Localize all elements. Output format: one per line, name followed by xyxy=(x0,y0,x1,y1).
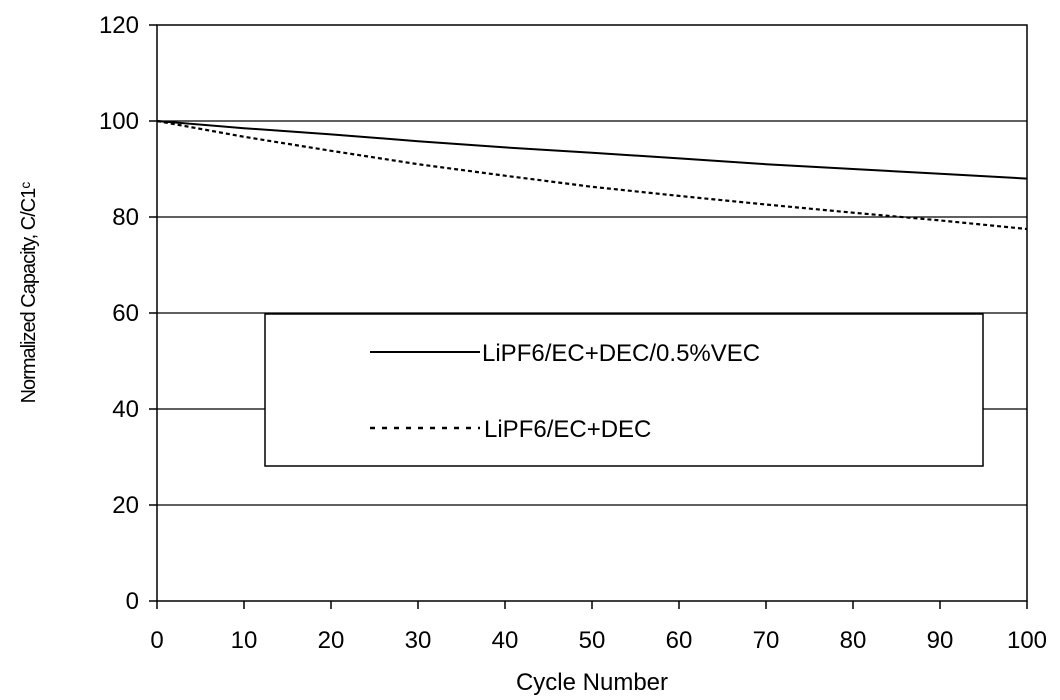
x-tick-label: 0 xyxy=(150,627,163,654)
x-tick-label: 90 xyxy=(927,627,954,654)
series-line-2 xyxy=(156,119,1028,231)
y-tick-label: 40 xyxy=(112,396,139,423)
legend-label-series-2: LiPF6/EC+DEC xyxy=(484,416,651,443)
y-tick-label: 120 xyxy=(99,12,139,39)
x-tick-label: 20 xyxy=(318,627,345,654)
y-axis-ticks: 0 20 40 60 80 100 120 xyxy=(99,12,157,615)
x-tick-label: 10 xyxy=(231,627,258,654)
x-tick-label: 60 xyxy=(666,627,693,654)
x-axis-ticks: 0 10 20 30 40 50 60 70 80 90 100 xyxy=(150,601,1047,654)
y-tick-label: 0 xyxy=(126,588,139,615)
legend-box xyxy=(264,313,984,467)
y-tick-label: 80 xyxy=(112,204,139,231)
legend: LiPF6/EC+DEC/0.5%VEC LiPF6/EC+DEC xyxy=(264,313,984,467)
y-axis-title: Normalized Capacity, C/C1ᶜ xyxy=(18,182,40,404)
x-tick-label: 30 xyxy=(405,627,432,654)
y-tick-label: 100 xyxy=(99,108,139,135)
y-tick-label: 20 xyxy=(112,492,139,519)
x-tick-label: 80 xyxy=(840,627,867,654)
legend-label-series-1: LiPF6/EC+DEC/0.5%VEC xyxy=(482,340,760,367)
x-axis-title: Cycle Number xyxy=(516,669,668,696)
x-tick-label: 40 xyxy=(492,627,519,654)
series-line-1 xyxy=(156,120,1028,180)
series-lines xyxy=(156,119,1028,231)
x-tick-label: 50 xyxy=(579,627,606,654)
x-tick-label: 70 xyxy=(753,627,780,654)
x-tick-label: 100 xyxy=(1007,627,1047,654)
y-tick-label: 60 xyxy=(112,300,139,327)
